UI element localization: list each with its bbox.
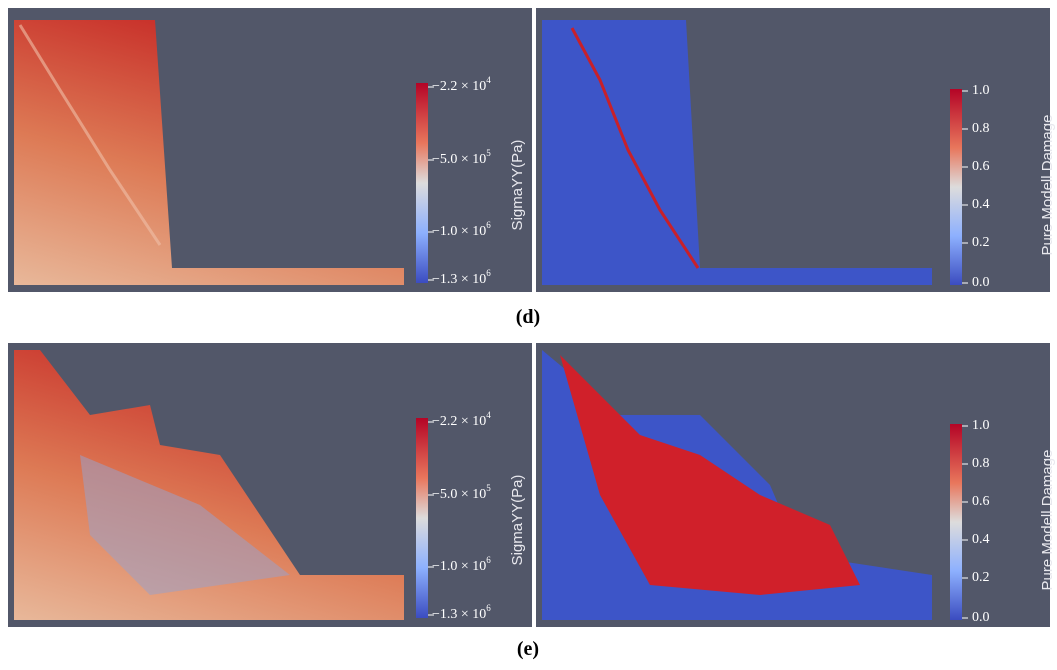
colorbar-tick-label: 0.0 <box>972 610 990 625</box>
colorbar <box>950 89 962 285</box>
colorbar-tick-label: 0.6 <box>972 494 990 509</box>
colorbar-tick-label: 0.6 <box>972 159 990 174</box>
colorbar-title: Pure Modell Damage <box>1039 450 1056 591</box>
tick-exponent: 6 <box>486 268 491 278</box>
slope-stress <box>14 20 404 285</box>
tick-mantissa: −5.0 × 10 <box>432 487 486 502</box>
colorbar-title: SigmaYY(Pa) <box>509 140 526 231</box>
tick-mantissa: −1.0 × 10 <box>432 559 486 574</box>
debris <box>80 455 290 595</box>
colorbar-tick-label: −2.2 × 104 <box>432 75 491 94</box>
panel-caption: (e) <box>517 638 539 660</box>
colorbar <box>416 83 428 283</box>
colorbar <box>416 418 428 618</box>
colorbar-tick-label: 0.4 <box>972 532 990 547</box>
colorbar-tick-label: 0.2 <box>972 570 990 585</box>
colorbar-tick-label: −5.0 × 105 <box>432 148 491 167</box>
colorbar-tick-label: 0.0 <box>972 275 990 290</box>
colorbar-title: Pure Modell Damage <box>1039 115 1056 256</box>
colorbar-tick-label: −1.0 × 106 <box>432 555 491 574</box>
colorbar-tick-label: −5.0 × 105 <box>432 483 491 502</box>
tick-mantissa: −1.3 × 10 <box>432 272 486 287</box>
slope-damage <box>542 20 932 285</box>
colorbar <box>950 424 962 620</box>
tick-mantissa: −2.2 × 10 <box>432 414 486 429</box>
crack <box>18 24 162 246</box>
tick-exponent: 4 <box>486 75 491 85</box>
damage-crack <box>570 27 700 269</box>
tick-mantissa: −2.2 × 10 <box>432 79 486 94</box>
tick-exponent: 5 <box>486 483 491 493</box>
tick-mantissa: −5.0 × 10 <box>432 152 486 167</box>
panel-caption: (d) <box>516 306 540 328</box>
colorbar-tick-label: 1.0 <box>972 418 990 433</box>
tick-exponent: 6 <box>486 220 491 230</box>
colorbar-tick-label: 0.4 <box>972 197 990 212</box>
colorbar-title: SigmaYY(Pa) <box>509 475 526 566</box>
tick-mantissa: −1.0 × 10 <box>432 224 486 239</box>
colorbar-tick-label: −2.2 × 104 <box>432 410 491 429</box>
colorbar-tick-label: 0.8 <box>972 456 990 471</box>
colorbar-tick-label: 0.8 <box>972 121 990 136</box>
colorbar-tick-label: −1.3 × 106 <box>432 268 491 287</box>
colorbar-tick-label: −1.0 × 106 <box>432 220 491 239</box>
tick-mantissa: −1.3 × 10 <box>432 607 486 622</box>
tick-exponent: 5 <box>486 148 491 158</box>
colorbar-tick-label: −1.3 × 106 <box>432 603 491 622</box>
damage-zone <box>560 355 860 595</box>
tick-exponent: 6 <box>486 603 491 613</box>
tick-exponent: 4 <box>486 410 491 420</box>
tick-exponent: 6 <box>486 555 491 565</box>
colorbar-tick-label: 1.0 <box>972 83 990 98</box>
colorbar-tick-label: 0.2 <box>972 235 990 250</box>
